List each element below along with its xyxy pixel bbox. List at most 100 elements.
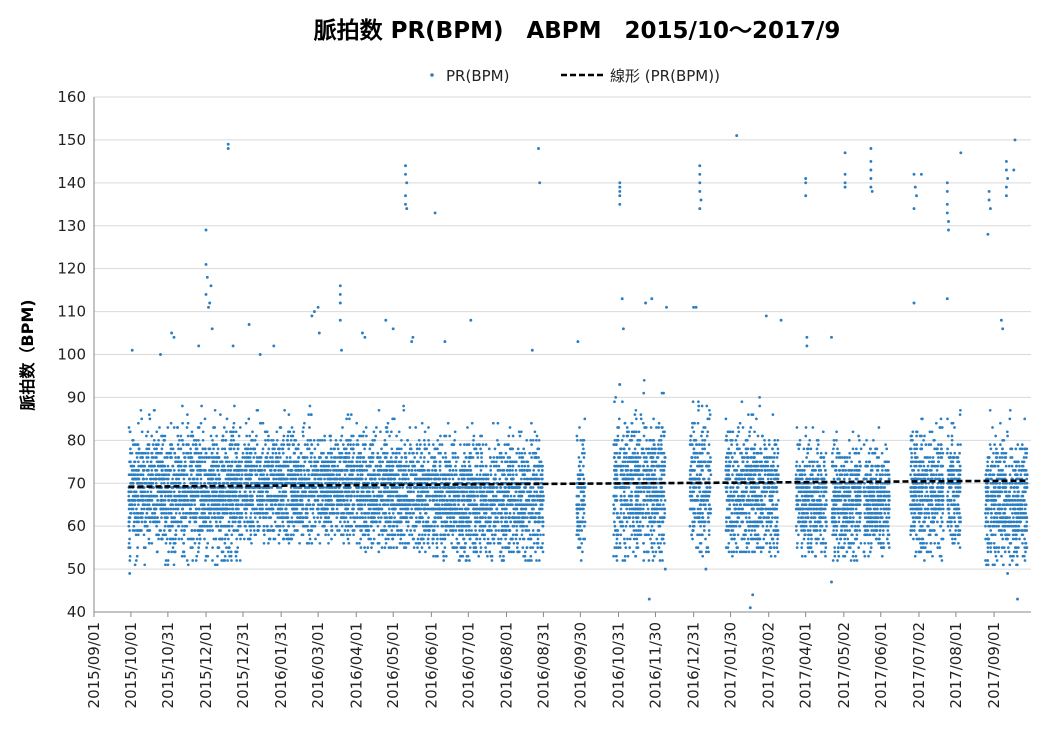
data-point [359,464,363,468]
data-point [420,421,424,425]
data-point [130,473,133,477]
data-point [370,456,373,459]
data-point [234,503,238,507]
data-point [251,469,254,472]
data-point [500,456,504,459]
data-point [201,430,205,434]
data-point [186,413,189,416]
data-point [224,503,228,507]
data-point [304,524,307,528]
data-point [420,464,424,468]
data-point [232,473,236,477]
data-point [298,516,302,519]
data-point [246,477,250,481]
data-point [219,413,222,416]
data-point [170,550,173,554]
data-point [506,473,510,477]
data-point [161,499,165,502]
data-point [380,507,384,511]
data-point [286,499,290,502]
data-point [297,503,301,507]
data-point [167,490,171,494]
data-point [328,434,332,438]
data-point [526,477,530,481]
data-point [505,443,509,446]
data-point [417,438,421,442]
data-point [288,481,291,485]
data-point [417,520,421,524]
data-point [242,481,246,485]
data-point [198,507,201,511]
data-point [321,499,324,502]
data-point [209,434,213,438]
data-point [420,546,424,549]
data-point [523,451,527,455]
data-point [519,430,523,434]
data-point [303,443,307,446]
data-point [344,451,348,455]
data-point [228,507,231,511]
data-point [357,507,360,511]
data-point [128,516,132,519]
data-point [166,494,170,498]
data-point [237,443,240,446]
data-point [451,533,455,537]
data-point [296,473,300,477]
data-point [245,481,249,485]
data-point [439,434,442,438]
data-point [344,460,348,464]
data-point [311,507,315,511]
data-point [259,456,263,459]
data-point [264,438,267,442]
data-point [391,537,395,541]
data-point [197,426,201,429]
data-point [410,516,414,519]
data-point [372,486,376,489]
data-point [194,516,198,519]
data-point [249,533,253,537]
data-point [182,541,185,545]
data-point [131,507,135,511]
data-point [215,460,219,464]
data-point [291,434,295,438]
data-point [133,460,136,464]
data-point [309,529,313,532]
data-point [266,460,270,464]
data-point [173,451,177,455]
data-point [331,507,335,511]
data-point [242,537,246,541]
data-point [313,456,317,459]
data-point [371,451,374,455]
data-point [224,499,227,502]
data-point [273,473,276,477]
data-point [248,469,252,472]
data-point [148,417,152,421]
data-point [181,507,185,511]
data-point [371,541,375,545]
data-point [281,464,285,468]
data-point [268,529,272,532]
data-point [425,486,429,489]
data-point [258,494,262,498]
data-point [145,447,149,451]
data-point [303,421,306,425]
data-point [417,541,420,545]
data-point [335,490,339,494]
data-point [289,460,293,464]
data-point [534,511,538,515]
data-point [391,486,395,489]
data-point [383,438,387,442]
data-point [206,477,210,481]
data-point [178,490,181,494]
data-point [277,503,281,507]
data-point [179,486,182,489]
data-point [200,524,204,528]
data-point [313,460,316,464]
data-point [421,524,425,528]
data-point [363,494,367,498]
data-point [308,426,311,429]
data-point [368,460,372,464]
data-point [128,554,132,558]
data-point [446,421,450,425]
data-point [144,499,148,502]
